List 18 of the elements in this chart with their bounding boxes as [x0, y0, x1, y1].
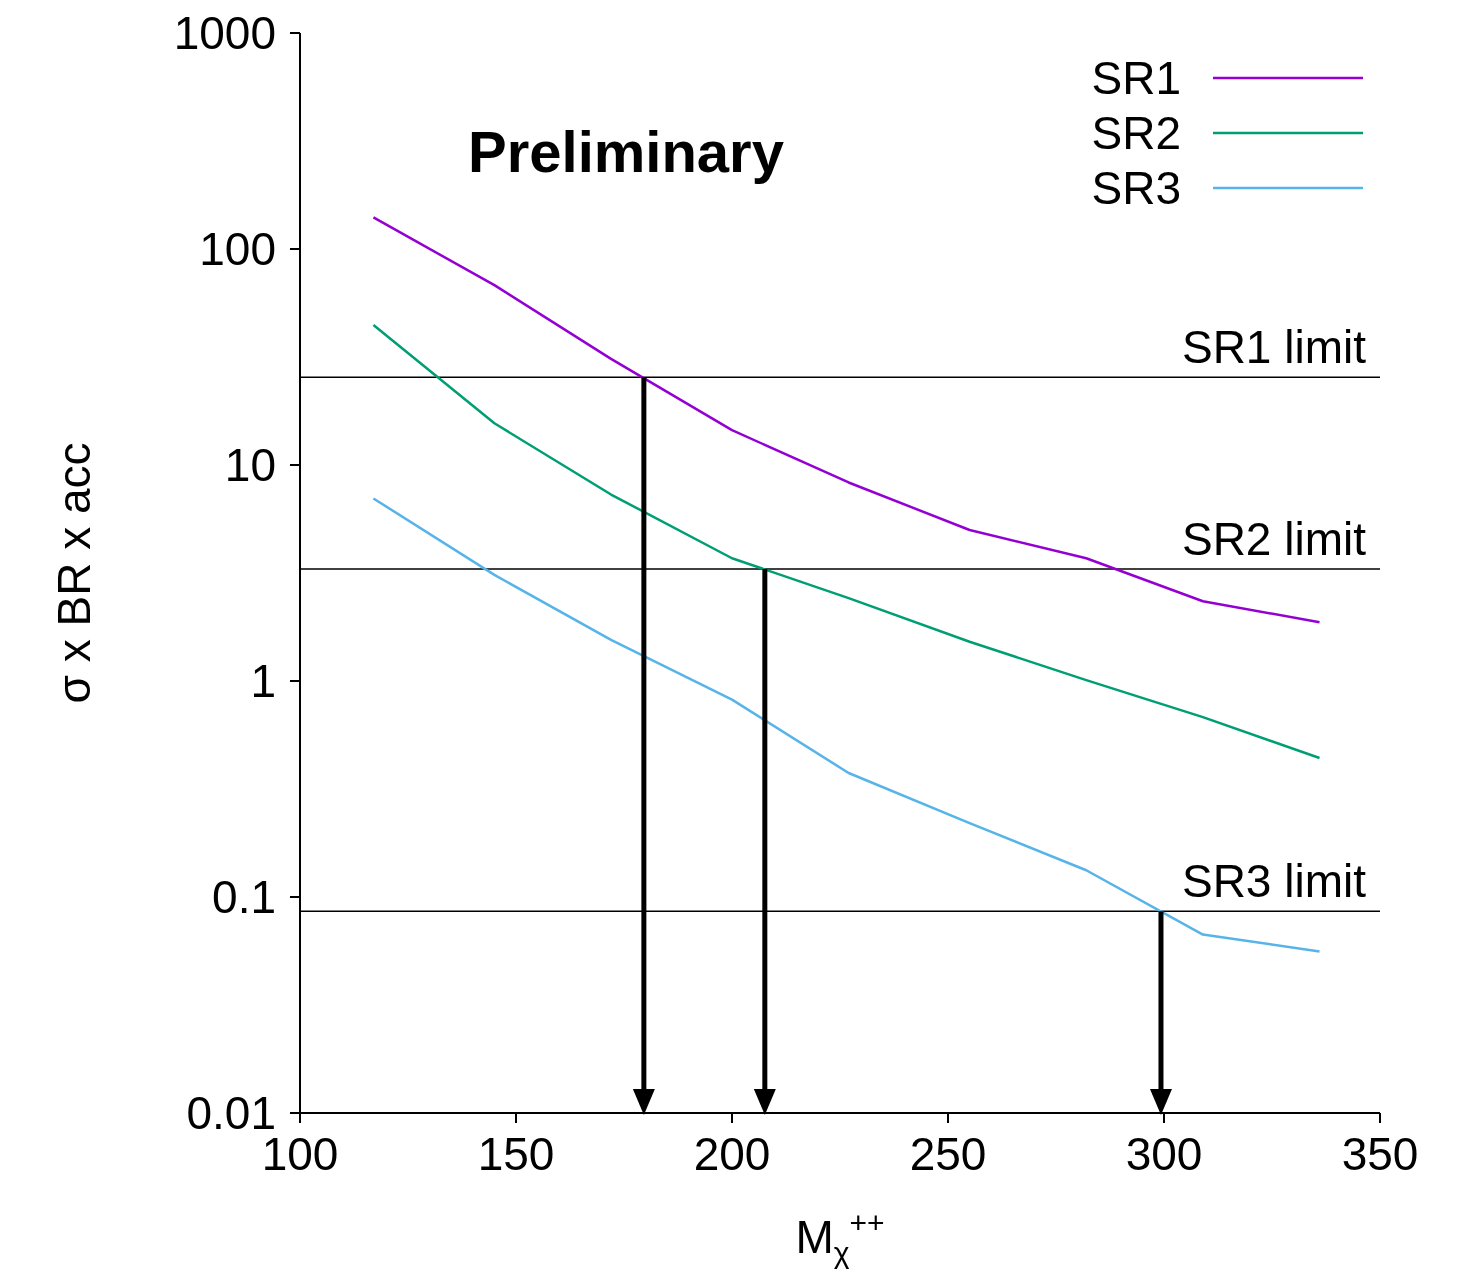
- y-axis-title: σ x BR x acc: [48, 442, 100, 704]
- x-tick-label: 300: [1125, 1127, 1203, 1180]
- y-tick-label: 1000: [173, 7, 276, 60]
- x-tick-label: 250: [909, 1127, 987, 1180]
- y-tick-label: 0.1: [212, 871, 276, 924]
- x-tick-label: 150: [477, 1127, 555, 1180]
- x-tick-label: 200: [693, 1127, 771, 1180]
- annotation: Preliminary: [468, 118, 784, 185]
- ref-line-label: SR2 limit: [1181, 513, 1367, 565]
- ref-line-label: SR1 limit: [1181, 321, 1367, 374]
- legend-label: SR2: [1091, 105, 1181, 160]
- legend-label: SR3: [1091, 160, 1181, 215]
- y-tick-label: 10: [224, 439, 276, 492]
- y-tick-label: 1: [250, 655, 276, 708]
- y-tick-label: 100: [199, 223, 276, 276]
- legend-label: SR1: [1091, 50, 1181, 105]
- ref-line-label: SR3 limit: [1181, 855, 1367, 908]
- x-tick-label: 350: [1341, 1127, 1419, 1180]
